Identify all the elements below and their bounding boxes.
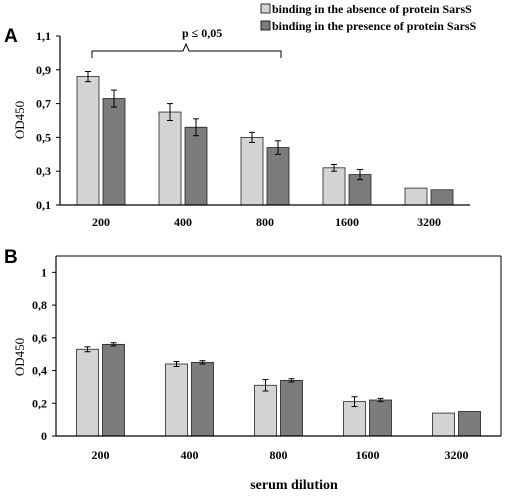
panel-b-bar-200-series-1	[76, 348, 99, 437]
panel-a-bar-800-series-1	[240, 136, 264, 206]
panel-a-bar-400-series-2	[184, 126, 208, 206]
panel-b-bar-3200-series-1	[432, 412, 455, 437]
panel-a-y-tick-label: 0,1	[36, 198, 51, 212]
panel-a-y-tick-label: 0,5	[36, 130, 51, 144]
panel-a-bar-200-series-2	[102, 98, 126, 206]
legend-label-presence: binding in the presence of protein SarsS	[272, 19, 477, 33]
panel-b-bar-400-series-2	[191, 361, 214, 437]
panel-a-category-label: 800	[256, 215, 274, 229]
panel-b-bar-800-series-2	[280, 379, 303, 437]
panel-a-y-tick-label: 0,3	[36, 164, 51, 178]
panel-b-y-tick-label: 1	[41, 265, 47, 279]
panel-a-category-label: 200	[92, 215, 110, 229]
y-axis-title-b: OD450	[12, 338, 27, 376]
panel-b-category-label: 400	[181, 448, 199, 462]
panel-a-bar-400-series-1	[158, 111, 182, 206]
legend-swatch-absence	[260, 3, 271, 14]
panel-a-y-tick-label: 0,7	[36, 97, 51, 111]
panel-b-category-label: 3200	[445, 448, 469, 462]
legend: binding in the absence of protein SarsS …	[260, 2, 477, 33]
panel-b-y-tick-label: 0,4	[32, 364, 47, 378]
panel-a-bar-3200-series-2	[430, 189, 454, 206]
panel-b-category-label: 200	[92, 448, 110, 462]
plot-area-a: 0,1 0,3 0,5 0,7 0,9 1,1 200 400 800 1600 3200	[36, 29, 470, 229]
panel-b-y-tick-label: 0,8	[32, 298, 47, 312]
panel-a-bar-200-series-1	[76, 76, 100, 206]
panel-label-b: B	[4, 247, 18, 268]
panel-b-bar-800-series-1	[254, 384, 277, 437]
panel-a-bar-3200-series-1	[404, 187, 428, 206]
y-axis-title-a: OD450	[12, 101, 27, 139]
panel-a-category-label: 1600	[335, 215, 359, 229]
panel-a-y-tick-label: 0,9	[36, 63, 51, 77]
significance-annotation: p ≤ 0,05	[182, 26, 222, 40]
panel-a-category-label: 3200	[417, 215, 441, 229]
panel-b-bar-200-series-2	[102, 343, 125, 437]
significance-bracket: p ≤ 0,05	[91, 26, 282, 58]
panel-a-y-tick-label: 1,1	[36, 29, 51, 43]
panel-b-bar-400-series-1	[165, 363, 188, 437]
panel-a-category-label: 400	[174, 215, 192, 229]
panel-a-bar-800-series-2	[266, 147, 290, 206]
panel-a-plot-background	[60, 36, 470, 205]
panel-b-plot-background	[56, 256, 501, 436]
legend-label-absence: binding in the absence of protein SarsS	[272, 2, 472, 16]
panel-a-bar-1600-series-1	[322, 167, 346, 206]
legend-swatch-presence	[260, 20, 271, 31]
panel-b-bar-3200-series-2	[458, 411, 481, 437]
x-axis-title-b: serum dilution	[250, 478, 338, 493]
panel-b-y-tick-label: 0,2	[32, 396, 47, 410]
panel-b-bar-1600-series-2	[369, 399, 392, 437]
panel-b-category-label: 800	[270, 448, 288, 462]
panel-b-y-tick-label: 0,6	[32, 331, 47, 345]
panel-label-a: A	[4, 26, 18, 47]
panel-b-category-label: 1600	[356, 448, 380, 462]
plot-area-b: 0 0,2 0,4 0,6 0,8 1 200 400 800 1600 3200	[32, 255, 502, 462]
panel-b-y-tick-label: 0	[41, 429, 47, 443]
